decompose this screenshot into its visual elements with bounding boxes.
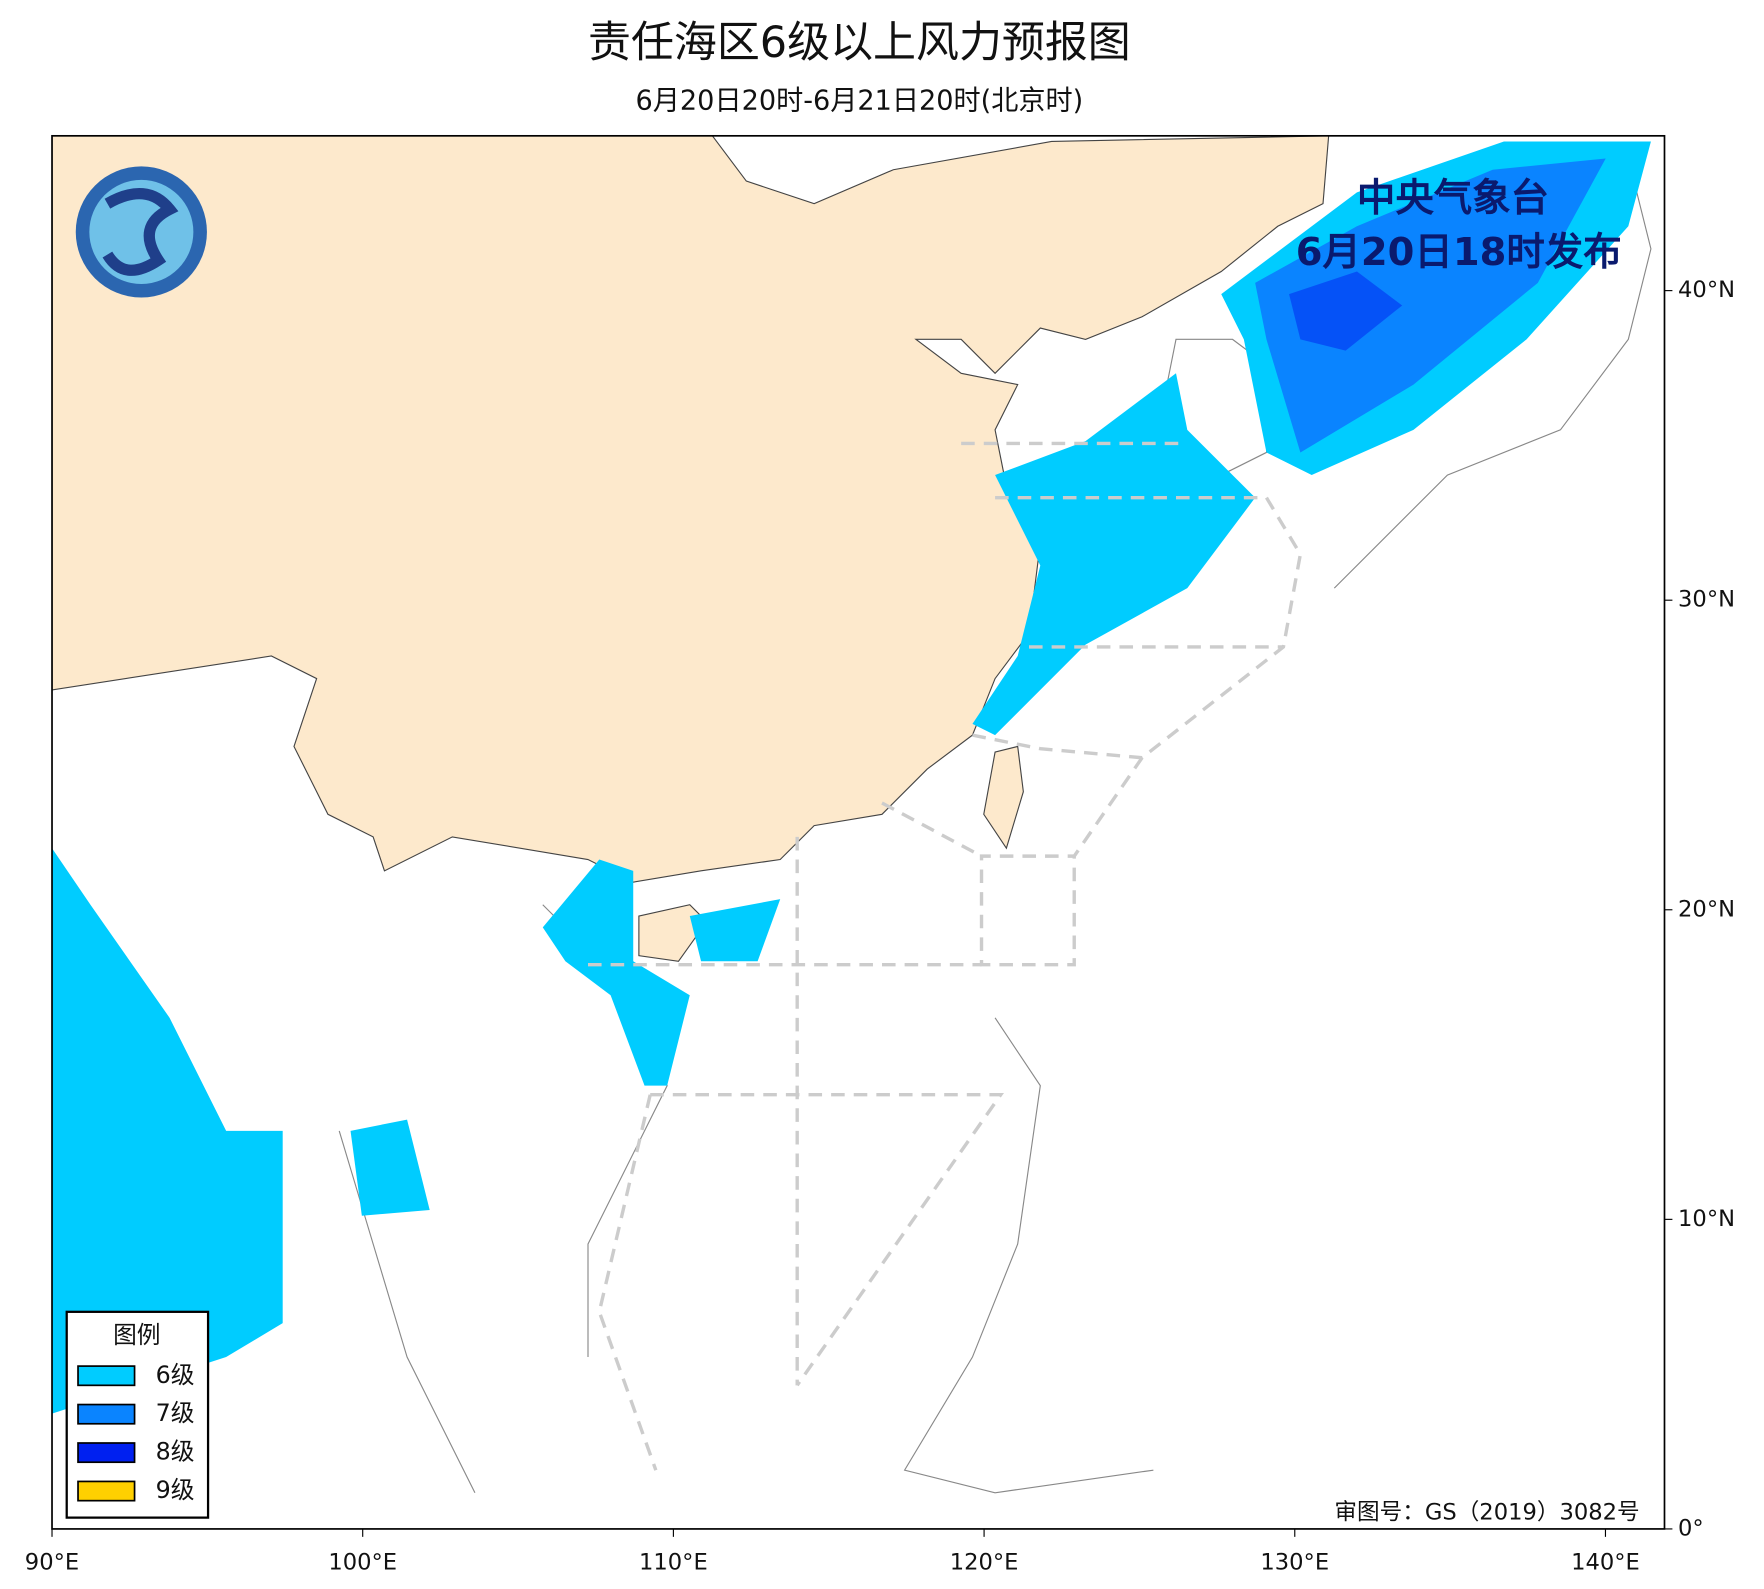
legend: 图例 6级 7级 8级 9级 xyxy=(65,1310,210,1519)
legend-title: 图例 xyxy=(113,1321,160,1349)
map-frame xyxy=(51,134,1666,1530)
issuer: 中央气象台 xyxy=(1357,176,1549,221)
y-tick-label: 30°N xyxy=(1678,587,1735,613)
approval-number: 审图号：GS（2019）3082号 xyxy=(1334,1500,1639,1526)
y-tick-label: 40°N xyxy=(1678,277,1735,303)
x-tick-label: 90°E xyxy=(25,1549,79,1575)
land-hainan xyxy=(638,904,708,962)
x-tick-label: 140°E xyxy=(1571,1549,1640,1575)
logo xyxy=(75,166,207,298)
legend-label: 8级 xyxy=(156,1438,195,1466)
title: 责任海区6级以上风力预报图 xyxy=(588,18,1131,68)
x-tick-label: 110°E xyxy=(639,1549,708,1575)
wind-areas xyxy=(52,141,1651,1414)
legend-swatch xyxy=(77,1403,136,1425)
legend-swatch xyxy=(77,1480,136,1502)
y-tick-label: 20°N xyxy=(1678,896,1735,922)
y-tick-label: 0° xyxy=(1678,1515,1704,1541)
axis-ticks: 90°E 100°E 110°E 120°E 130°E 140°E 0° 10°N 20°N 3… xyxy=(25,277,1735,1575)
sea-area-boundaries xyxy=(588,441,1303,1471)
land-taiwan xyxy=(983,745,1024,850)
legend-label: 6级 xyxy=(156,1361,195,1389)
legend-swatch xyxy=(77,1365,136,1387)
legend-swatch xyxy=(77,1442,136,1464)
y-tick-label: 10°N xyxy=(1678,1206,1735,1232)
issued-time: 6月20日18时发布 xyxy=(1296,230,1622,275)
x-tick-label: 120°E xyxy=(950,1549,1019,1575)
subtitle: 6月20日20时-6月21日20时(北京时) xyxy=(636,85,1084,116)
x-tick-label: 130°E xyxy=(1260,1549,1329,1575)
map-body xyxy=(52,135,1665,1529)
legend-label: 7级 xyxy=(156,1399,195,1427)
x-tick-label: 100°E xyxy=(328,1549,397,1575)
legend-label: 9级 xyxy=(156,1476,195,1504)
